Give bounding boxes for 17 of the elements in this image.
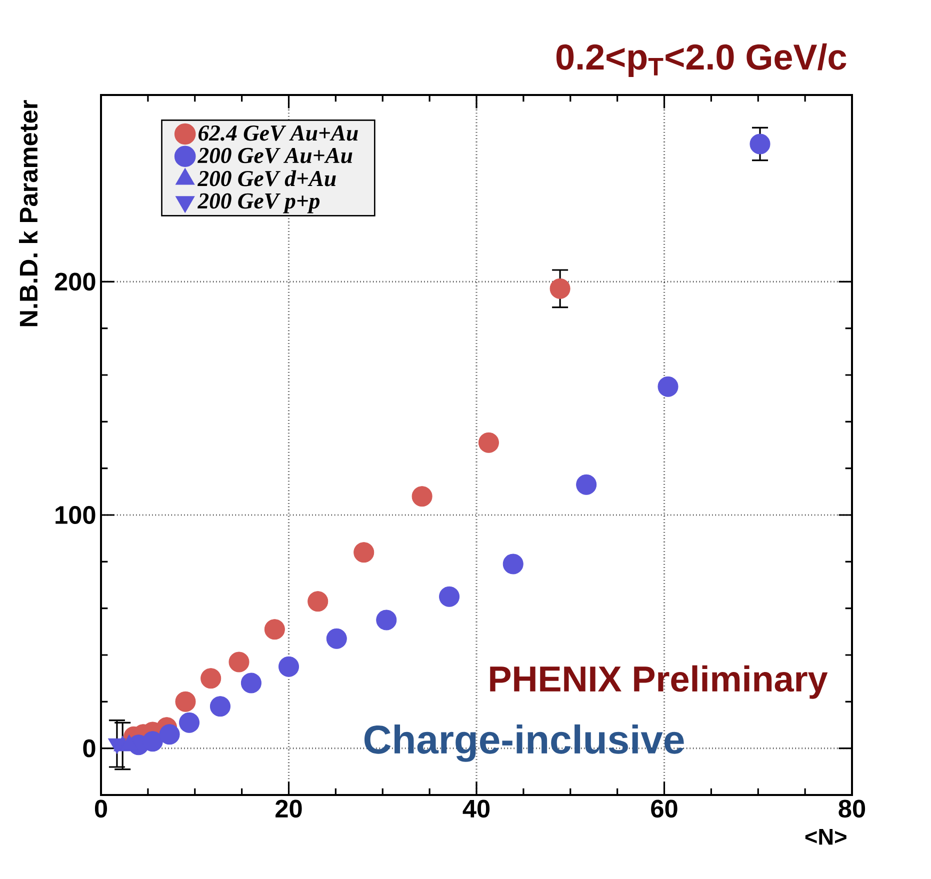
x-tick-label: 20 (276, 800, 302, 818)
x-tick-label: 40 (462, 800, 490, 818)
x-tick-label: 0 (94, 800, 108, 818)
annotation: PHENIX Preliminary (490, 665, 828, 699)
x-tick-label: 60 (651, 800, 678, 818)
y-axis-title: N.B.D. k Parameter (19, 100, 38, 326)
x-axis-title: <N> (805, 829, 846, 845)
legend-label: 200 GeV p+p (197, 193, 320, 214)
y-tick-label: 200 (54, 272, 96, 291)
chart-title: 0.2<p$_{T}$<2.0 GeV/c (556, 43, 846, 77)
legend-label: 62.4 GeV Au+Au (198, 125, 358, 141)
y-tick-label: 100 (56, 506, 96, 524)
annotation: Charge-inclusive (364, 724, 684, 762)
x-tick-label: 80 (838, 800, 866, 818)
legend-label: 200 GeV d+Au (197, 170, 336, 186)
y-tick-label: 0 (83, 739, 96, 758)
legend-label: 200 GeV Au+Au (197, 148, 352, 164)
